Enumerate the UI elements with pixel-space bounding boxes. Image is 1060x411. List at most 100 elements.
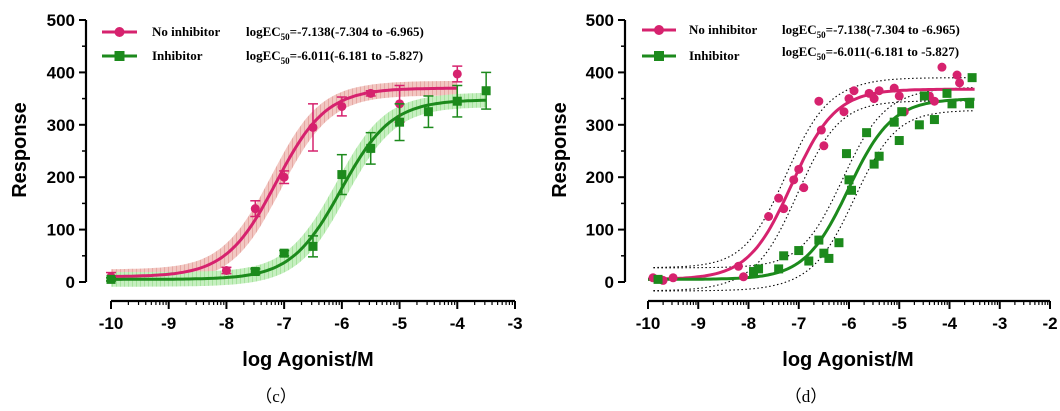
data-point bbox=[955, 78, 965, 88]
y-tick-label: 500 bbox=[586, 11, 614, 30]
panel-d-legend: No inhibitor logEC50=-7.138(-7.304 to -6… bbox=[642, 22, 960, 63]
y-tick-label: 100 bbox=[47, 221, 75, 240]
panel-d-legend-no-inhibitor-marker bbox=[654, 25, 664, 35]
x-tick-label: -4 bbox=[450, 314, 466, 333]
x-tick-label: -8 bbox=[741, 314, 756, 333]
panel-c-chart: 0 100 200 300 400 500 -10 -9 -8 -7 -6 -5 -4 -3 No inh… bbox=[9, 11, 523, 406]
data-point bbox=[779, 204, 789, 214]
data-point bbox=[834, 238, 844, 248]
data-point bbox=[929, 115, 939, 125]
data-point bbox=[841, 149, 851, 159]
x-tick-label: -3 bbox=[507, 314, 522, 333]
data-point bbox=[824, 253, 834, 263]
data-point bbox=[774, 193, 784, 203]
panel-c-legend: No inhibitor logEC50=-7.138(-7.304 to -6… bbox=[102, 24, 424, 66]
panel-c-legend-no-inhibitor-ec50: logEC50=-7.138(-7.304 to -6.965) bbox=[246, 24, 424, 42]
y-tick-label: 400 bbox=[47, 63, 75, 82]
x-tick-label: -9 bbox=[691, 314, 706, 333]
data-point bbox=[894, 136, 904, 146]
data-point bbox=[738, 272, 748, 282]
x-tick-label: -5 bbox=[392, 314, 407, 333]
data-point bbox=[366, 143, 376, 153]
x-tick-label: -7 bbox=[791, 314, 806, 333]
x-tick-label: -9 bbox=[161, 314, 176, 333]
y-tick-label: 500 bbox=[47, 11, 75, 30]
panel-d-legend-inhibitor-label: Inhibitor bbox=[689, 48, 740, 63]
x-tick-label: -10 bbox=[99, 314, 124, 333]
panel-c-axes: 0 100 200 300 400 500 -10 -9 -8 -7 -6 -5 -4 -3 bbox=[47, 11, 523, 333]
data-point bbox=[452, 96, 462, 106]
panel-d-band-layer bbox=[653, 77, 975, 292]
data-point bbox=[764, 212, 774, 221]
data-point bbox=[366, 88, 376, 98]
data-point bbox=[929, 96, 939, 106]
y-tick-label: 100 bbox=[586, 221, 614, 240]
y-tick-label: 300 bbox=[47, 116, 75, 135]
data-point bbox=[749, 267, 759, 277]
data-point bbox=[250, 267, 260, 277]
panel-c-label: （c） bbox=[255, 387, 297, 406]
panel-d-band-no-inhibitor-lower bbox=[653, 100, 975, 292]
panel-c-band-inhibitor bbox=[111, 92, 487, 287]
data-point bbox=[452, 69, 462, 79]
data-point bbox=[794, 246, 804, 256]
data-point bbox=[754, 264, 764, 274]
data-point bbox=[967, 73, 977, 83]
panel-c-legend-inhibitor-marker bbox=[114, 51, 125, 61]
data-point bbox=[799, 183, 809, 193]
data-point bbox=[937, 62, 947, 72]
panel-d-legend-inhibitor-marker bbox=[654, 51, 664, 61]
y-tick-label: 400 bbox=[586, 63, 614, 82]
x-tick-label: -8 bbox=[219, 314, 234, 333]
data-point bbox=[395, 117, 405, 127]
x-tick-label: -4 bbox=[942, 314, 958, 333]
x-tick-label: -10 bbox=[636, 314, 661, 333]
y-tick-label: 0 bbox=[605, 273, 614, 292]
data-point bbox=[947, 99, 957, 109]
data-point bbox=[874, 86, 884, 96]
data-point bbox=[844, 94, 854, 104]
data-point bbox=[952, 70, 962, 80]
x-tick-label: -3 bbox=[992, 314, 1007, 333]
data-point bbox=[897, 107, 907, 117]
data-point bbox=[914, 120, 924, 130]
panel-d-curve-layer bbox=[648, 87, 975, 281]
data-point bbox=[653, 274, 663, 284]
data-point bbox=[668, 273, 678, 283]
data-point bbox=[874, 151, 884, 161]
panel-c-y-axis-title: Response bbox=[9, 102, 31, 198]
panel-d-label: （d） bbox=[785, 387, 828, 406]
data-point bbox=[423, 107, 433, 117]
data-point bbox=[819, 141, 829, 151]
panel-c-legend-inhibitor-label: Inhibitor bbox=[152, 48, 203, 63]
data-point bbox=[942, 88, 952, 98]
y-tick-label: 200 bbox=[47, 168, 75, 187]
data-point bbox=[847, 185, 857, 195]
panel-d-band-no-inhibitor-upper bbox=[653, 77, 975, 269]
data-point bbox=[839, 107, 849, 117]
data-point bbox=[814, 235, 824, 245]
data-point bbox=[279, 248, 289, 258]
panel-c-points-layer bbox=[106, 65, 492, 284]
panel-c-curve-layer bbox=[111, 86, 487, 281]
data-point bbox=[869, 94, 879, 104]
data-point bbox=[789, 175, 799, 185]
panel-d-legend-inhibitor-ec50: logEC50=-6.011(-6.181 to -5.827) bbox=[782, 44, 959, 62]
data-point bbox=[869, 159, 879, 169]
data-point bbox=[819, 248, 829, 258]
panel-c-legend-inhibitor-ec50: logEC50=-6.011(-6.181 to -5.827) bbox=[246, 48, 423, 66]
x-tick-label: -6 bbox=[334, 314, 349, 333]
data-point bbox=[889, 117, 899, 127]
data-point bbox=[816, 125, 826, 135]
data-point bbox=[221, 265, 231, 275]
panel-d-x-axis-title: log Agonist/M bbox=[782, 349, 913, 371]
panel-d-fit-curve-inhibitor bbox=[648, 97, 975, 281]
data-point bbox=[794, 164, 804, 174]
x-tick-label: -2 bbox=[1042, 314, 1057, 333]
data-point bbox=[779, 251, 789, 261]
data-point bbox=[889, 83, 899, 93]
panel-c-x-axis-title: log Agonist/M bbox=[242, 349, 373, 371]
data-point bbox=[814, 96, 824, 106]
panel-d-legend-no-inhibitor-ec50: logEC50=-7.138(-7.304 to -6.965) bbox=[782, 22, 960, 40]
